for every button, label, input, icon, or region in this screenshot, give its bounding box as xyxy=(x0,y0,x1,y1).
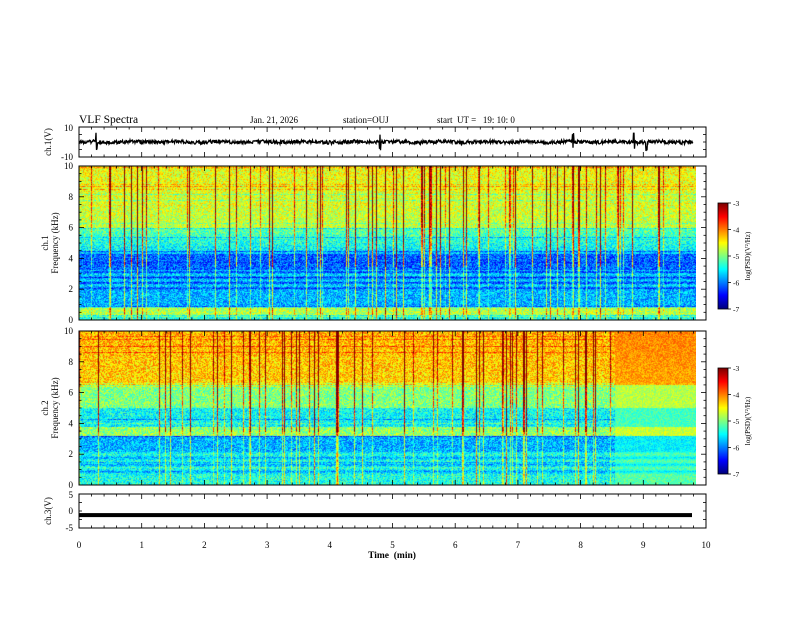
colorbar-tick-label: -5 xyxy=(733,252,739,261)
colorbar-tick-label: -4 xyxy=(733,391,739,400)
colorbar-tick-label: -3 xyxy=(733,199,739,208)
time-tick-label: 0 xyxy=(77,540,82,550)
ch2-ytick-label: 6 xyxy=(69,388,74,398)
colorbar-tick-label: -7 xyxy=(733,470,739,479)
ch1-waveform-trace xyxy=(78,132,694,152)
ch1-frequency-label: Frequency (kHz) xyxy=(50,212,60,273)
time-tick-label: 6 xyxy=(453,540,458,550)
ch3-waveform-ticks: 0 xyxy=(69,493,707,529)
ch2-spectrogram-image xyxy=(79,331,696,485)
ch2-frequency-label: Frequency (kHz) xyxy=(50,377,60,438)
figure-title: VLF Spectra xyxy=(79,114,138,126)
ch1-waveform-ylabel: ch.1(V) xyxy=(43,128,53,156)
ch1-ytick-label: 10 xyxy=(64,161,74,171)
station-label: station=OUJ xyxy=(343,115,389,125)
ch2-ytick-label: 0 xyxy=(69,480,74,490)
ch2-spectrogram-panel: 0 2 4 6 8 10 ch.2 Frequency (kHz) -3 -4 -5 -6 -7 l… xyxy=(40,326,752,490)
ch1-ytick-label: 8 xyxy=(69,192,74,202)
time-tick-label: 1 xyxy=(139,540,144,550)
ch1-ytick-bottom: -10 xyxy=(61,152,73,162)
time-tick-label: 7 xyxy=(516,540,521,550)
start-time-label: start UT = 19: 10: 0 xyxy=(437,115,515,125)
ch1-waveform-ticks xyxy=(78,126,707,158)
colorbar-tick-label: -6 xyxy=(733,279,739,288)
time-tick-label: 3 xyxy=(265,540,270,550)
ch1-ytick-label: 4 xyxy=(69,253,74,263)
ch3-waveform-trace xyxy=(79,513,692,518)
ch2-ytick-label: 2 xyxy=(69,449,74,459)
ch2-ytick-label: 4 xyxy=(69,418,74,428)
ch1-spectrogram-ylabel: ch.1 xyxy=(40,235,50,250)
time-axis-label: Time (min) xyxy=(368,550,416,561)
ch3-ytick-middle: 0 xyxy=(69,506,74,516)
time-tick-label: 4 xyxy=(328,540,333,550)
colorbar-gradient xyxy=(718,203,728,309)
ch3-ytick-bottom: -5 xyxy=(66,523,74,533)
ch2-colorbar: -3 -4 -5 -6 -7 log(PSD)(V²/Hz) xyxy=(717,364,752,479)
ch2-ytick-label: 8 xyxy=(69,357,74,367)
time-tick-label: 5 xyxy=(390,540,395,550)
ch3-waveform-ylabel: ch.3(V) xyxy=(43,497,53,525)
ch1-ytick-label: 2 xyxy=(69,284,74,294)
colorbar-tick-label: -4 xyxy=(733,226,739,235)
ch3-waveform-panel: 0 5 -5 ch.3(V) xyxy=(43,490,707,533)
ch1-ytick-top: 10 xyxy=(64,123,74,133)
colorbar-tick-label: -3 xyxy=(733,364,739,373)
ch1-ytick-label: 6 xyxy=(69,223,74,233)
time-tick-label: 10 xyxy=(702,540,712,550)
time-tick-label: 9 xyxy=(641,540,646,550)
time-tick-label: 2 xyxy=(202,540,207,550)
ch1-spectrogram-panel: 0 2 4 6 8 10 ch.1 Frequency (kHz) -3 -4 -5 -6 -7 l… xyxy=(40,161,752,325)
ch1-colorbar: -3 -4 -5 -6 -7 log(PSD)(V²/Hz) xyxy=(717,199,752,314)
ch3-waveform-frame xyxy=(78,493,707,529)
colorbar-tick-label: -6 xyxy=(733,444,739,453)
colorbar-tick-label: -7 xyxy=(733,305,739,314)
time-axis-tick-labels: 0 1 2 3 4 5 6 7 8 9 10 xyxy=(77,540,711,550)
date-label: Jan. 21, 2026 xyxy=(250,115,298,125)
ch2-ytick-label: 10 xyxy=(64,326,74,336)
time-tick-label: 8 xyxy=(578,540,583,550)
colorbar-label: log(PSD)(V²/Hz) xyxy=(744,231,752,280)
colorbar-gradient xyxy=(718,368,728,474)
ch2-spectrogram-ticks: 0 2 4 6 8 10 xyxy=(64,326,707,490)
ch1-ytick-label: 0 xyxy=(69,315,74,325)
ch1-spectrogram-image xyxy=(79,166,696,320)
ch1-waveform-panel: 10 -10 ch.1(V) xyxy=(43,123,707,162)
ch2-spectrogram-ylabel: ch.2 xyxy=(40,400,50,415)
ch3-ytick-top: 5 xyxy=(69,490,74,500)
colorbar-label: log(PSD)(V²/Hz) xyxy=(744,396,752,445)
ch1-spectrogram-ticks: 0 2 4 6 8 10 xyxy=(64,161,707,325)
colorbar-tick-label: -5 xyxy=(733,417,739,426)
